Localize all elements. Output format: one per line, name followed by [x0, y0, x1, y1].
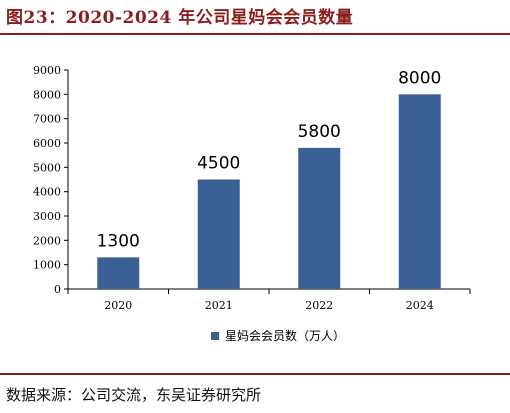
- data-label-2022: 5800: [298, 122, 341, 142]
- bar-2021: [197, 179, 240, 289]
- bar-2020: [97, 257, 140, 289]
- y-tick-label: 2000: [33, 234, 61, 247]
- y-tick-label: 5000: [33, 161, 61, 174]
- y-tick-label: 8000: [33, 88, 61, 101]
- bar-2024: [398, 94, 441, 289]
- y-tick-label: 9000: [33, 64, 61, 77]
- x-tick-label-2022: 2022: [305, 299, 333, 312]
- y-tick-label: 4000: [33, 186, 61, 199]
- legend-label: 星妈会会员数（万人）: [225, 328, 345, 343]
- data-label-2020: 1300: [97, 231, 140, 251]
- y-axis: 0 1000 2000 3000 4000 5000 6000 7000 8000 9000: [33, 64, 69, 296]
- legend-swatch: [211, 332, 219, 340]
- legend: 星妈会会员数（万人）: [211, 328, 345, 343]
- y-tick-label: 7000: [33, 113, 61, 126]
- x-tick-label-2021: 2021: [205, 299, 233, 312]
- y-tick-label: 3000: [33, 210, 61, 223]
- y-tick-label: 0: [54, 283, 61, 296]
- x-axis: 2020 2021 2022 2024: [67, 288, 471, 312]
- y-tick-label: 1000: [33, 259, 61, 272]
- bar-chart: 0 1000 2000 3000 4000 5000 6000 7000 8000 9000 20…: [33, 64, 471, 343]
- x-tick-label-2024: 2024: [406, 299, 434, 312]
- data-labels: 1300 4500 5800 8000: [97, 68, 442, 251]
- bars: [97, 94, 441, 289]
- source-rule: [0, 373, 510, 375]
- y-tick-label: 6000: [33, 137, 61, 150]
- title-rule: [0, 33, 510, 35]
- source-note: 数据来源：公司交流，东吴证券研究所: [6, 386, 262, 404]
- data-label-2021: 4500: [197, 154, 240, 174]
- figure-title: 图23：2020-2024 年公司星妈会会员数量: [6, 8, 354, 28]
- x-tick-label-2020: 2020: [104, 299, 132, 312]
- bar-2022: [298, 147, 341, 289]
- data-label-2024: 8000: [398, 68, 441, 88]
